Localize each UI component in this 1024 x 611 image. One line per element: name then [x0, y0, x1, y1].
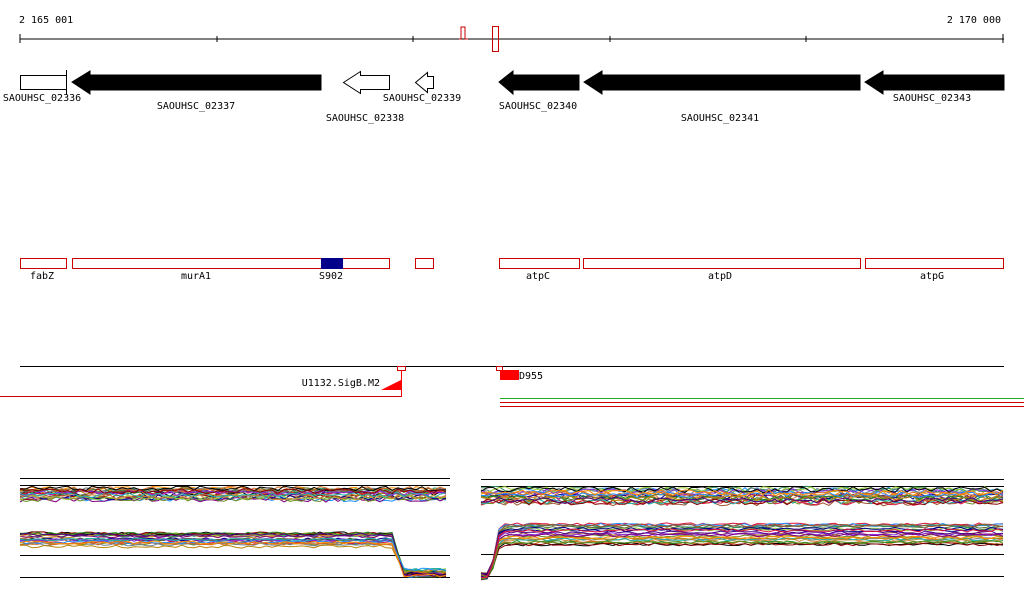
gene-name-label: atpC: [526, 271, 550, 282]
expression-trace: [19, 544, 447, 574]
expression-trace: [19, 537, 447, 572]
gene-SAOUHSC_02337[interactable]: SAOUHSC_02337: [71, 70, 322, 112]
expression-trace: [19, 534, 447, 576]
expression-trace: [19, 490, 447, 496]
expression-trace: [19, 494, 447, 501]
ruler-ticks: [19, 34, 1004, 43]
expression-panel-right: [480, 479, 1004, 581]
gene-arrow[interactable]: [20, 75, 67, 90]
gene-locus-label: SAOUHSC_02341: [681, 113, 759, 124]
expression-trace: [19, 485, 447, 492]
expression-trace: [480, 542, 1004, 581]
gene-SAOUHSC_02338[interactable]: SAOUHSC_02338: [326, 70, 404, 125]
gene-track: SAOUHSC_02336 SAOUHSC_02337 SAOUHSC_0233…: [3, 69, 1005, 125]
feature-label-left: U1132.SigB.M2: [302, 378, 380, 389]
expression-trace: [480, 537, 1004, 580]
expression-trace: [480, 489, 1004, 497]
gene-locus-label: SAOUHSC_02338: [326, 113, 404, 124]
feature-track: U1132.SigB.M2 D955: [0, 366, 1024, 407]
expression-trace: [480, 533, 1004, 577]
gene-name-label: atpG: [920, 271, 944, 282]
expression-panel-left: [19, 478, 450, 578]
gene-name-box[interactable]: [583, 258, 861, 269]
gene-name-box[interactable]: [499, 258, 580, 269]
ruler-start-label: 2 165 001: [19, 15, 73, 26]
gene-arrow[interactable]: [342, 70, 390, 95]
expression-trace: [19, 540, 447, 578]
expression-profiles: [19, 478, 1004, 581]
gene-locus-label: SAOUHSC_02343: [893, 93, 971, 104]
gene-name-box[interactable]: [20, 258, 67, 269]
gene-name-label: S902: [319, 271, 343, 282]
expression-trace: [19, 540, 447, 572]
expression-trace: [480, 528, 1004, 579]
expression-trace: [480, 486, 1004, 494]
gene-locus-label: SAOUHSC_02336: [3, 93, 81, 104]
feature-marker-right[interactable]: [496, 366, 503, 371]
gene-SAOUHSC_02336[interactable]: SAOUHSC_02336: [3, 70, 81, 104]
gene-name-label: murA1: [181, 271, 211, 282]
profile-lines: [19, 485, 447, 578]
expression-trace: [480, 535, 1004, 578]
gene-name-track: fabZ murA1 S902 atpC atpD atpG: [20, 258, 1004, 282]
gene-name-box[interactable]: [865, 258, 1004, 269]
expression-trace: [19, 532, 447, 576]
expression-trace: [480, 540, 1004, 578]
feature-marker-left[interactable]: [397, 366, 406, 371]
expression-trace: [480, 490, 1004, 499]
gene-locus-label: SAOUHSC_02339: [383, 93, 461, 104]
expression-trace: [480, 540, 1004, 579]
gene-arrow[interactable]: [414, 71, 434, 94]
gene-name-box[interactable]: [415, 258, 434, 269]
coordinate-ruler: 2 165 001 2 170 000: [19, 15, 1004, 52]
gene-locus-label: SAOUHSC_02337: [157, 101, 235, 112]
ruler-viewport-marker[interactable]: [492, 26, 499, 52]
highlighted-region[interactable]: [321, 258, 343, 269]
gene-arrow[interactable]: [498, 69, 580, 96]
expression-trace: [19, 542, 447, 575]
gene-arrow[interactable]: [71, 70, 322, 95]
expression-trace: [19, 531, 447, 573]
gene-arrow[interactable]: [583, 70, 861, 95]
expression-trace: [481, 527, 1004, 577]
expression-trace: [480, 496, 1004, 504]
expression-trace: [480, 485, 1004, 494]
gene-SAOUHSC_02343[interactable]: SAOUHSC_02343: [864, 70, 1005, 104]
gene-name-label: atpD: [708, 271, 732, 282]
promoter-box-right[interactable]: [500, 370, 519, 380]
expression-trace: [19, 487, 447, 495]
gene-SAOUHSC_02341[interactable]: SAOUHSC_02341: [583, 70, 861, 124]
expression-trace: [480, 526, 1004, 579]
gene-arrow[interactable]: [864, 70, 1005, 95]
ruler-end-label: 2 170 000: [947, 15, 1001, 26]
expression-trace: [480, 523, 1003, 579]
profile-lines: [480, 485, 1004, 581]
expression-trace: [480, 530, 1004, 575]
expression-trace: [480, 542, 1004, 575]
ruler-small-marker: [459, 26, 468, 40]
expression-trace: [480, 540, 1004, 578]
feature-label-right: D955: [519, 371, 543, 382]
promoter-arrow-left[interactable]: [381, 380, 401, 390]
gene-SAOUHSC_02339[interactable]: SAOUHSC_02339: [383, 71, 461, 105]
gene-name-label: fabZ: [30, 271, 54, 282]
gene-locus-label: SAOUHSC_02340: [499, 101, 577, 112]
gene-name-box[interactable]: [72, 258, 390, 269]
expression-trace: [19, 492, 447, 499]
gene-SAOUHSC_02340[interactable]: SAOUHSC_02340: [498, 69, 580, 112]
